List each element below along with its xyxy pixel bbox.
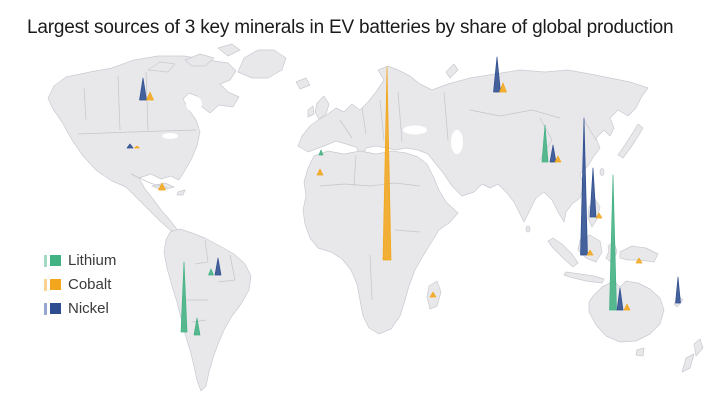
legend-item-cobalt[interactable]: Cobalt — [44, 276, 116, 293]
spike-cobalt-australia[interactable] — [623, 303, 631, 311]
spike-cobalt-dr-congo[interactable] — [382, 66, 392, 261]
spike-nickel-brazil[interactable] — [214, 257, 222, 276]
spike-lithium-chile[interactable] — [180, 261, 188, 333]
spike-cobalt-china[interactable] — [554, 155, 562, 163]
spike-lithium-portugal[interactable] — [318, 149, 324, 156]
spike-cobalt-canada[interactable] — [146, 91, 154, 101]
spike-cobalt-morocco[interactable] — [316, 168, 324, 176]
legend-item-lithium[interactable]: Lithium — [44, 252, 116, 269]
nickel-spike-icon — [44, 302, 47, 315]
spike-nickel-indonesia[interactable] — [580, 117, 588, 256]
nickel-color-square-icon — [50, 303, 61, 314]
nickel-legend-swatch-icon — [44, 302, 61, 315]
lithium-color-square-icon — [50, 255, 61, 266]
spike-nickel-new-caledonia[interactable] — [675, 276, 681, 304]
spike-nickel-canada[interactable] — [139, 77, 147, 101]
spike-cobalt-cuba[interactable] — [158, 182, 166, 191]
spike-cobalt-madagascar[interactable] — [429, 291, 437, 298]
spike-nickel-australia[interactable] — [616, 287, 624, 311]
spike-cobalt-philippines[interactable] — [595, 212, 603, 219]
cobalt-spike-icon — [44, 278, 47, 291]
lithium-spike-icon — [44, 254, 47, 267]
legend: Lithium Cobalt Nickel — [44, 252, 116, 317]
legend-item-nickel[interactable]: Nickel — [44, 300, 116, 317]
spike-lithium-australia[interactable] — [609, 174, 617, 311]
spike-cobalt-papua-new-guinea[interactable] — [635, 257, 643, 264]
spike-lithium-argentina[interactable] — [193, 317, 201, 336]
lithium-legend-swatch-icon — [44, 254, 61, 267]
spike-cobalt-indonesia[interactable] — [586, 249, 594, 256]
spike-cobalt-russia[interactable] — [499, 82, 507, 93]
legend-label-lithium: Lithium — [68, 252, 117, 269]
spike-lithium-brazil[interactable] — [208, 268, 214, 276]
spike-cobalt-united-states[interactable] — [134, 145, 140, 149]
spike-nickel-united-states[interactable] — [126, 143, 134, 149]
spike-nickel-philippines[interactable] — [589, 167, 597, 218]
spike-nickel-russia[interactable] — [493, 56, 501, 93]
spike-layer — [126, 56, 681, 336]
spike-lithium-china[interactable] — [541, 124, 549, 163]
continent-shapes — [47, 43, 704, 392]
spike-nickel-china[interactable] — [549, 144, 557, 163]
cobalt-color-square-icon — [50, 279, 61, 290]
chart-title: Largest sources of 3 key minerals in EV … — [27, 17, 674, 38]
legend-label-cobalt: Cobalt — [68, 276, 112, 293]
legend-label-nickel: Nickel — [68, 300, 109, 317]
cobalt-legend-swatch-icon — [44, 278, 61, 291]
